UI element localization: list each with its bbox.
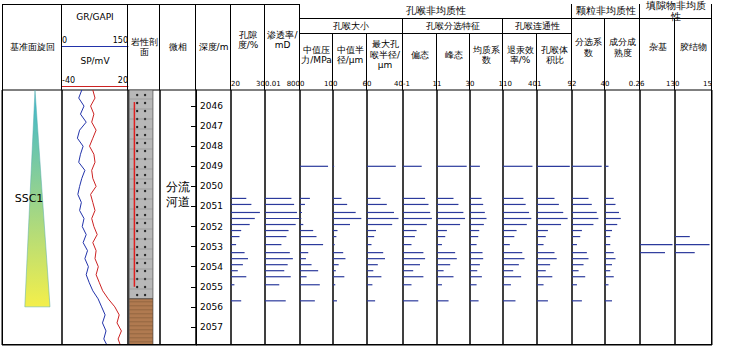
svg-text:-40: -40: [62, 76, 75, 85]
svg-text:2055: 2055: [200, 282, 223, 292]
html-text:孔喉连通性: 孔喉连通性: [514, 20, 560, 31]
html-text:孔喉大小: 孔喉大小: [333, 20, 369, 31]
html-text:微相: 微相: [169, 41, 187, 52]
html-text:杂基: 杂基: [648, 42, 667, 53]
html-text:均质系数: 均质系数: [473, 44, 500, 65]
svg-text:9: 9: [567, 79, 572, 88]
html-text:分选系数: 分选系数: [575, 37, 602, 58]
html-text:颗粒非均质性: 颗粒非均质性: [575, 5, 636, 17]
html-text:GR/GAPI: GR/GAPI: [76, 11, 114, 22]
svg-text:1: 1: [437, 80, 441, 88]
svg-text:2056: 2056: [200, 302, 223, 312]
svg-text:150: 150: [113, 36, 128, 45]
html-text:SP/mV: SP/mV: [80, 55, 110, 66]
svg-text:2054: 2054: [200, 262, 223, 272]
svg-text:分流: 分流: [166, 180, 190, 194]
svg-text:10: 10: [324, 80, 333, 88]
html-text:孔喉体积比: 孔喉体积比: [541, 44, 568, 65]
html-text:峰态: 峰态: [444, 49, 463, 60]
html-text:成分成熟度: 成分成熟度: [609, 37, 636, 58]
html-text:基准面旋回: 基准面旋回: [9, 41, 55, 52]
svg-text:2046: 2046: [200, 101, 223, 111]
svg-text:10: 10: [503, 80, 512, 88]
html-text:退汞效率/%: 退汞效率/%: [506, 44, 534, 65]
svg-text:40: 40: [528, 80, 537, 88]
svg-text:0.01: 0.01: [265, 80, 281, 88]
html-text:偏态: 偏态: [411, 49, 429, 60]
svg-text:4: 4: [600, 79, 605, 88]
svg-text:2053: 2053: [200, 242, 223, 252]
svg-text:0: 0: [470, 80, 474, 88]
svg-text:40: 40: [394, 80, 403, 88]
svg-text:0: 0: [605, 80, 609, 88]
svg-text:1: 1: [498, 79, 503, 88]
svg-text:1: 1: [537, 80, 541, 88]
svg-text:0: 0: [333, 80, 337, 88]
svg-text:3: 3: [465, 79, 470, 88]
html-text:胶结物: 胶结物: [680, 42, 707, 53]
svg-text:30: 30: [256, 80, 265, 88]
svg-text:2052: 2052: [200, 222, 223, 232]
html-text:填隙物非均质性: 填隙物非均质性: [645, 0, 706, 22]
svg-text:15: 15: [703, 80, 712, 88]
svg-text:13: 13: [666, 80, 675, 88]
svg-text:6: 6: [362, 79, 367, 88]
svg-text:2050: 2050: [200, 181, 223, 191]
html-text:中值压力/MPa: 中值压力/MPa: [301, 44, 332, 65]
html-text:岩性剖面: 岩性剖面: [130, 36, 158, 57]
svg-text:0.2: 0.2: [629, 80, 640, 88]
svg-text:2051: 2051: [200, 201, 223, 211]
html-text:孔喉非均质性: 孔喉非均质性: [405, 5, 466, 17]
svg-text:SSC1: SSC1: [15, 192, 44, 205]
html-text:中值半径/μm: 中值半径/μm: [336, 44, 364, 65]
svg-text:河道: 河道: [166, 195, 190, 209]
svg-text:0: 0: [675, 80, 679, 88]
svg-text:20: 20: [118, 76, 128, 85]
svg-text:1: 1: [432, 79, 437, 88]
svg-text:2047: 2047: [200, 121, 223, 131]
svg-text:2057: 2057: [200, 322, 223, 332]
html-text:深度/m: 深度/m: [198, 41, 229, 52]
svg-text:2: 2: [572, 80, 576, 88]
svg-text:2049: 2049: [200, 161, 223, 171]
svg-text:0: 0: [367, 80, 371, 88]
svg-text:6: 6: [640, 80, 645, 88]
svg-text:800: 800: [287, 80, 300, 88]
svg-text:20: 20: [231, 80, 240, 88]
html-text:最大孔喉半径/μm: 最大孔喉半径/μm: [370, 39, 400, 71]
html-text:孔喉分选特征: 孔喉分选特征: [425, 20, 480, 31]
html-text:孔隙度/%: 孔隙度/%: [237, 29, 259, 50]
svg-text:0: 0: [62, 36, 67, 45]
svg-text:2048: 2048: [200, 141, 223, 151]
svg-text:-1: -1: [403, 80, 410, 88]
html-text:渗透率/mD: 渗透率/mD: [267, 29, 298, 50]
svg-text:0: 0: [300, 80, 304, 88]
